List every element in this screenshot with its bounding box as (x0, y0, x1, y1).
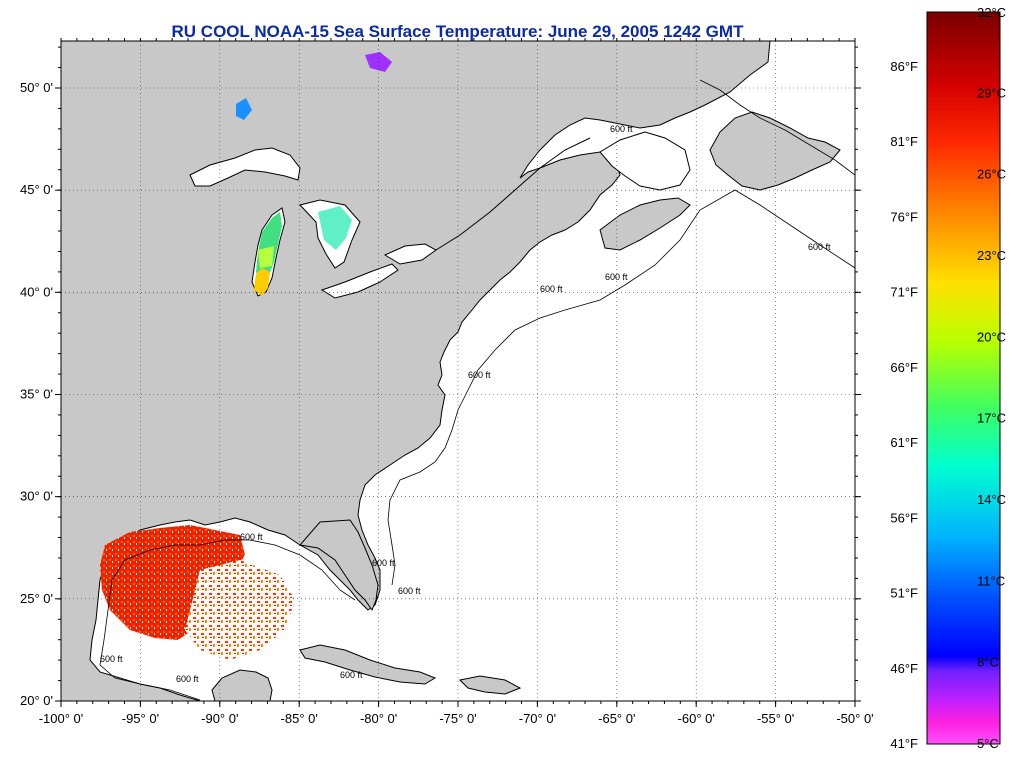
colorbar-celsius-label-0: 32°C (977, 5, 1006, 20)
colorbar-fahrenheit-label-6: 56°F (890, 510, 918, 525)
contour-600ft-atlantic (387, 189, 855, 586)
contour-label-6: 600 ft (240, 532, 263, 542)
colorbar-fahrenheit-label-4: 66°F (890, 360, 918, 375)
colorbar-fahrenheit-label-1: 81°F (890, 134, 918, 149)
colorbar-fahrenheit-label-9: 41°F (890, 736, 918, 751)
colorbar-celsius-label-4: 20°C (977, 329, 1006, 344)
colorbar-celsius-label-8: 8°C (977, 655, 999, 670)
contour-label-11: 600 ft (398, 586, 421, 596)
sst-lake-michigan-mid (258, 246, 274, 268)
sst-lake-nipigon (236, 98, 252, 120)
lon-label-8: -60° 0' (678, 711, 715, 726)
contour-600ft-gulf (99, 539, 356, 701)
sst-lake-michigan-south (254, 268, 270, 296)
contour-label-1: 600 ft (610, 124, 633, 134)
lat-label-3: 35° 0' (20, 386, 53, 401)
sst-lake-huron (318, 206, 352, 250)
land-yucatan (211, 669, 273, 701)
colorbar-fahrenheit-label-3: 71°F (890, 285, 918, 300)
colorbar-celsius-label-7: 11°C (977, 573, 1005, 588)
st-lawrence-river (435, 137, 591, 251)
lat-label-2: 30° 0' (20, 489, 53, 504)
lat-label-1: 25° 0' (20, 591, 53, 606)
contour-label-2: 600 ft (808, 242, 831, 252)
colorbar-celsius-label-3: 23°C (977, 248, 1006, 263)
axis-ticks (55, 38, 861, 707)
lat-label-6: 50° 0' (20, 80, 53, 95)
colorbar-celsius-label-2: 26°C (977, 167, 1006, 182)
lon-label-5: -75° 0' (439, 711, 476, 726)
colorbar-fahrenheit-label-7: 51°F (890, 586, 918, 601)
lat-label-5: 45° 0' (20, 182, 53, 197)
lon-label-4: -80° 0' (360, 711, 397, 726)
colorbar-fahrenheit-label-2: 76°F (890, 209, 918, 224)
land-hispaniola (458, 675, 522, 695)
land-cuba (299, 644, 437, 685)
map-plot-area: 600 ft 600 ft 600 ft 600 ft 600 ft 600 f… (61, 41, 855, 701)
contour-600ft-labrador (699, 79, 855, 176)
colorbar-celsius-label-1: 29°C (977, 85, 1006, 100)
colorbar-celsius-label-5: 17°C (977, 411, 1006, 426)
latitude-labels: 20° 0' 25° 0' 30° 0' 35° 0' 40° 0' 45° 0' 50° … (20, 80, 53, 708)
sst-gulf-scattered (185, 560, 295, 660)
graticule (61, 41, 855, 701)
contour-label-3: 600 ft (540, 284, 563, 294)
colorbar-celsius-label-9: 5°C (977, 736, 999, 751)
lake-superior (189, 147, 301, 187)
lake-erie (320, 263, 399, 299)
colorbar-fahrenheit-label-8: 46°F (890, 661, 918, 676)
contour-label-10: 600 ft (340, 670, 363, 680)
land-florida (299, 519, 379, 612)
land-nova-scotia (599, 197, 691, 251)
contour-label-9: 600 ft (176, 674, 199, 684)
longitude-labels: -100° 0' -95° 0' -90° 0' -85° 0' -80° 0' -75°… (39, 711, 874, 726)
gulf-st-lawrence (599, 131, 691, 191)
contour-label-5: 600 ft (468, 370, 491, 380)
colorbar-labels: 32°C 29°C 26°C 23°C 20°C 17°C 14°C 11°C 8°C 5°C 86… (890, 5, 1006, 751)
lat-label-0: 20° 0' (20, 693, 53, 708)
colorbar-celsius-label-6: 14°C (977, 492, 1006, 507)
lon-label-9: -55° 0' (757, 711, 794, 726)
land-newfoundland (709, 111, 841, 191)
lon-label-10: -50° 0' (836, 711, 873, 726)
sst-gulf-of-mexico (100, 525, 245, 640)
contour-label-7: 600 ft (372, 558, 395, 568)
lon-label-0: -100° 0' (39, 711, 84, 726)
lat-label-4: 40° 0' (20, 284, 53, 299)
colorbar-fahrenheit-label-0: 86°F (890, 59, 918, 74)
lon-label-6: -70° 0' (519, 711, 556, 726)
map-title: RU COOL NOAA-15 Sea Surface Temperature:… (171, 22, 744, 41)
colorbar-fahrenheit-label-5: 61°F (890, 435, 918, 450)
contour-label-8: 600 ft (100, 654, 123, 664)
lon-label-3: -85° 0' (281, 711, 318, 726)
lon-label-7: -65° 0' (598, 711, 635, 726)
lon-label-1: -95° 0' (122, 711, 159, 726)
lon-label-2: -90° 0' (201, 711, 238, 726)
colorbar (926, 11, 1001, 745)
